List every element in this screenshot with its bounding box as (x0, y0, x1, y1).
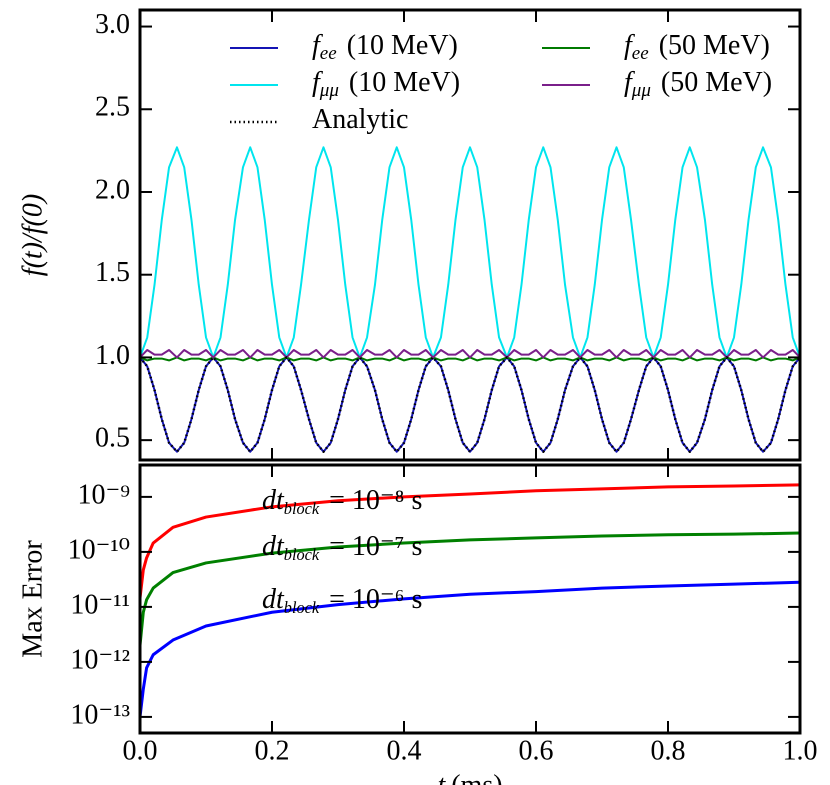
text: = 10⁻⁷ s (329, 531, 422, 562)
subscript: ee (320, 43, 337, 64)
text: = 10⁻⁶ s (329, 584, 422, 615)
y-tick-label: 2.5 (95, 92, 130, 123)
x-axis-label: t (ms) (437, 770, 502, 785)
x-tick-label: 1.0 (783, 735, 818, 766)
label: dtblock = 10⁻⁷ s (262, 531, 422, 563)
symbol: dt (262, 485, 285, 516)
y-tick-label: 0.5 (95, 423, 130, 454)
plot-area (140, 146, 800, 453)
series-line (140, 356, 800, 453)
label: fμμ (10 MeV) (312, 67, 460, 101)
y-tick-label: 2.0 (95, 174, 130, 205)
text: = 10⁻⁸ s (329, 485, 422, 516)
y-tick-label: 1.5 (95, 257, 130, 288)
symbol: dt (262, 531, 285, 562)
subscript: μμ (319, 80, 339, 101)
x-tick-label: 0.0 (123, 735, 158, 766)
series-line (140, 348, 800, 359)
label: dtblock = 10⁻⁸ s (262, 485, 422, 517)
label: fee (10 MeV) (312, 30, 458, 64)
series-line (140, 483, 800, 599)
text: (50 MeV) (659, 30, 770, 61)
x-tick-label: 0.2 (255, 735, 290, 766)
y-tick-label: 3.0 (95, 9, 130, 40)
label: Analytic (312, 104, 408, 135)
y-tick-label: 10⁻¹¹ (70, 589, 130, 620)
symbol: f (624, 67, 635, 98)
text: (10 MeV) (349, 67, 460, 98)
text: (10 MeV) (347, 30, 458, 61)
label: fee (50 MeV) (624, 30, 770, 64)
frame (138, 463, 802, 735)
y-tick-label: 10⁻¹⁰ (68, 534, 130, 565)
y-axis-label: f(t)/f(0) (17, 194, 48, 276)
symbol: dt (262, 584, 285, 615)
y-tick-label: 10⁻¹³ (70, 699, 130, 730)
text: (50 MeV) (661, 67, 772, 98)
label: fμμ (50 MeV) (624, 67, 772, 101)
x-tick-label: 0.4 (387, 735, 422, 766)
y-tick-label: 1.0 (95, 340, 130, 371)
series-line (140, 531, 800, 646)
y-tick-label: 10⁻⁹ (77, 479, 130, 510)
x-tick-label: 0.6 (519, 735, 554, 766)
subscript: block (284, 598, 320, 617)
series-line (140, 356, 800, 453)
y-axis-label: Max Error (17, 540, 48, 658)
series-line (140, 146, 800, 359)
symbol: f (312, 30, 323, 61)
text: (ms) (451, 770, 502, 785)
x-tick-label: 0.8 (651, 735, 686, 766)
plot-area (140, 483, 800, 718)
frame (138, 8, 802, 462)
y-tick-label: 10⁻¹² (70, 644, 130, 675)
subscript: ee (632, 43, 649, 64)
label: dtblock = 10⁻⁶ s (262, 584, 422, 616)
symbol: f (624, 30, 635, 61)
subscript: block (284, 545, 320, 564)
symbol: t (437, 770, 446, 785)
text: Analytic (312, 104, 408, 135)
subscript: block (284, 499, 320, 518)
subscript: μμ (631, 80, 651, 101)
series-line (140, 580, 800, 718)
symbol: f (312, 67, 323, 98)
